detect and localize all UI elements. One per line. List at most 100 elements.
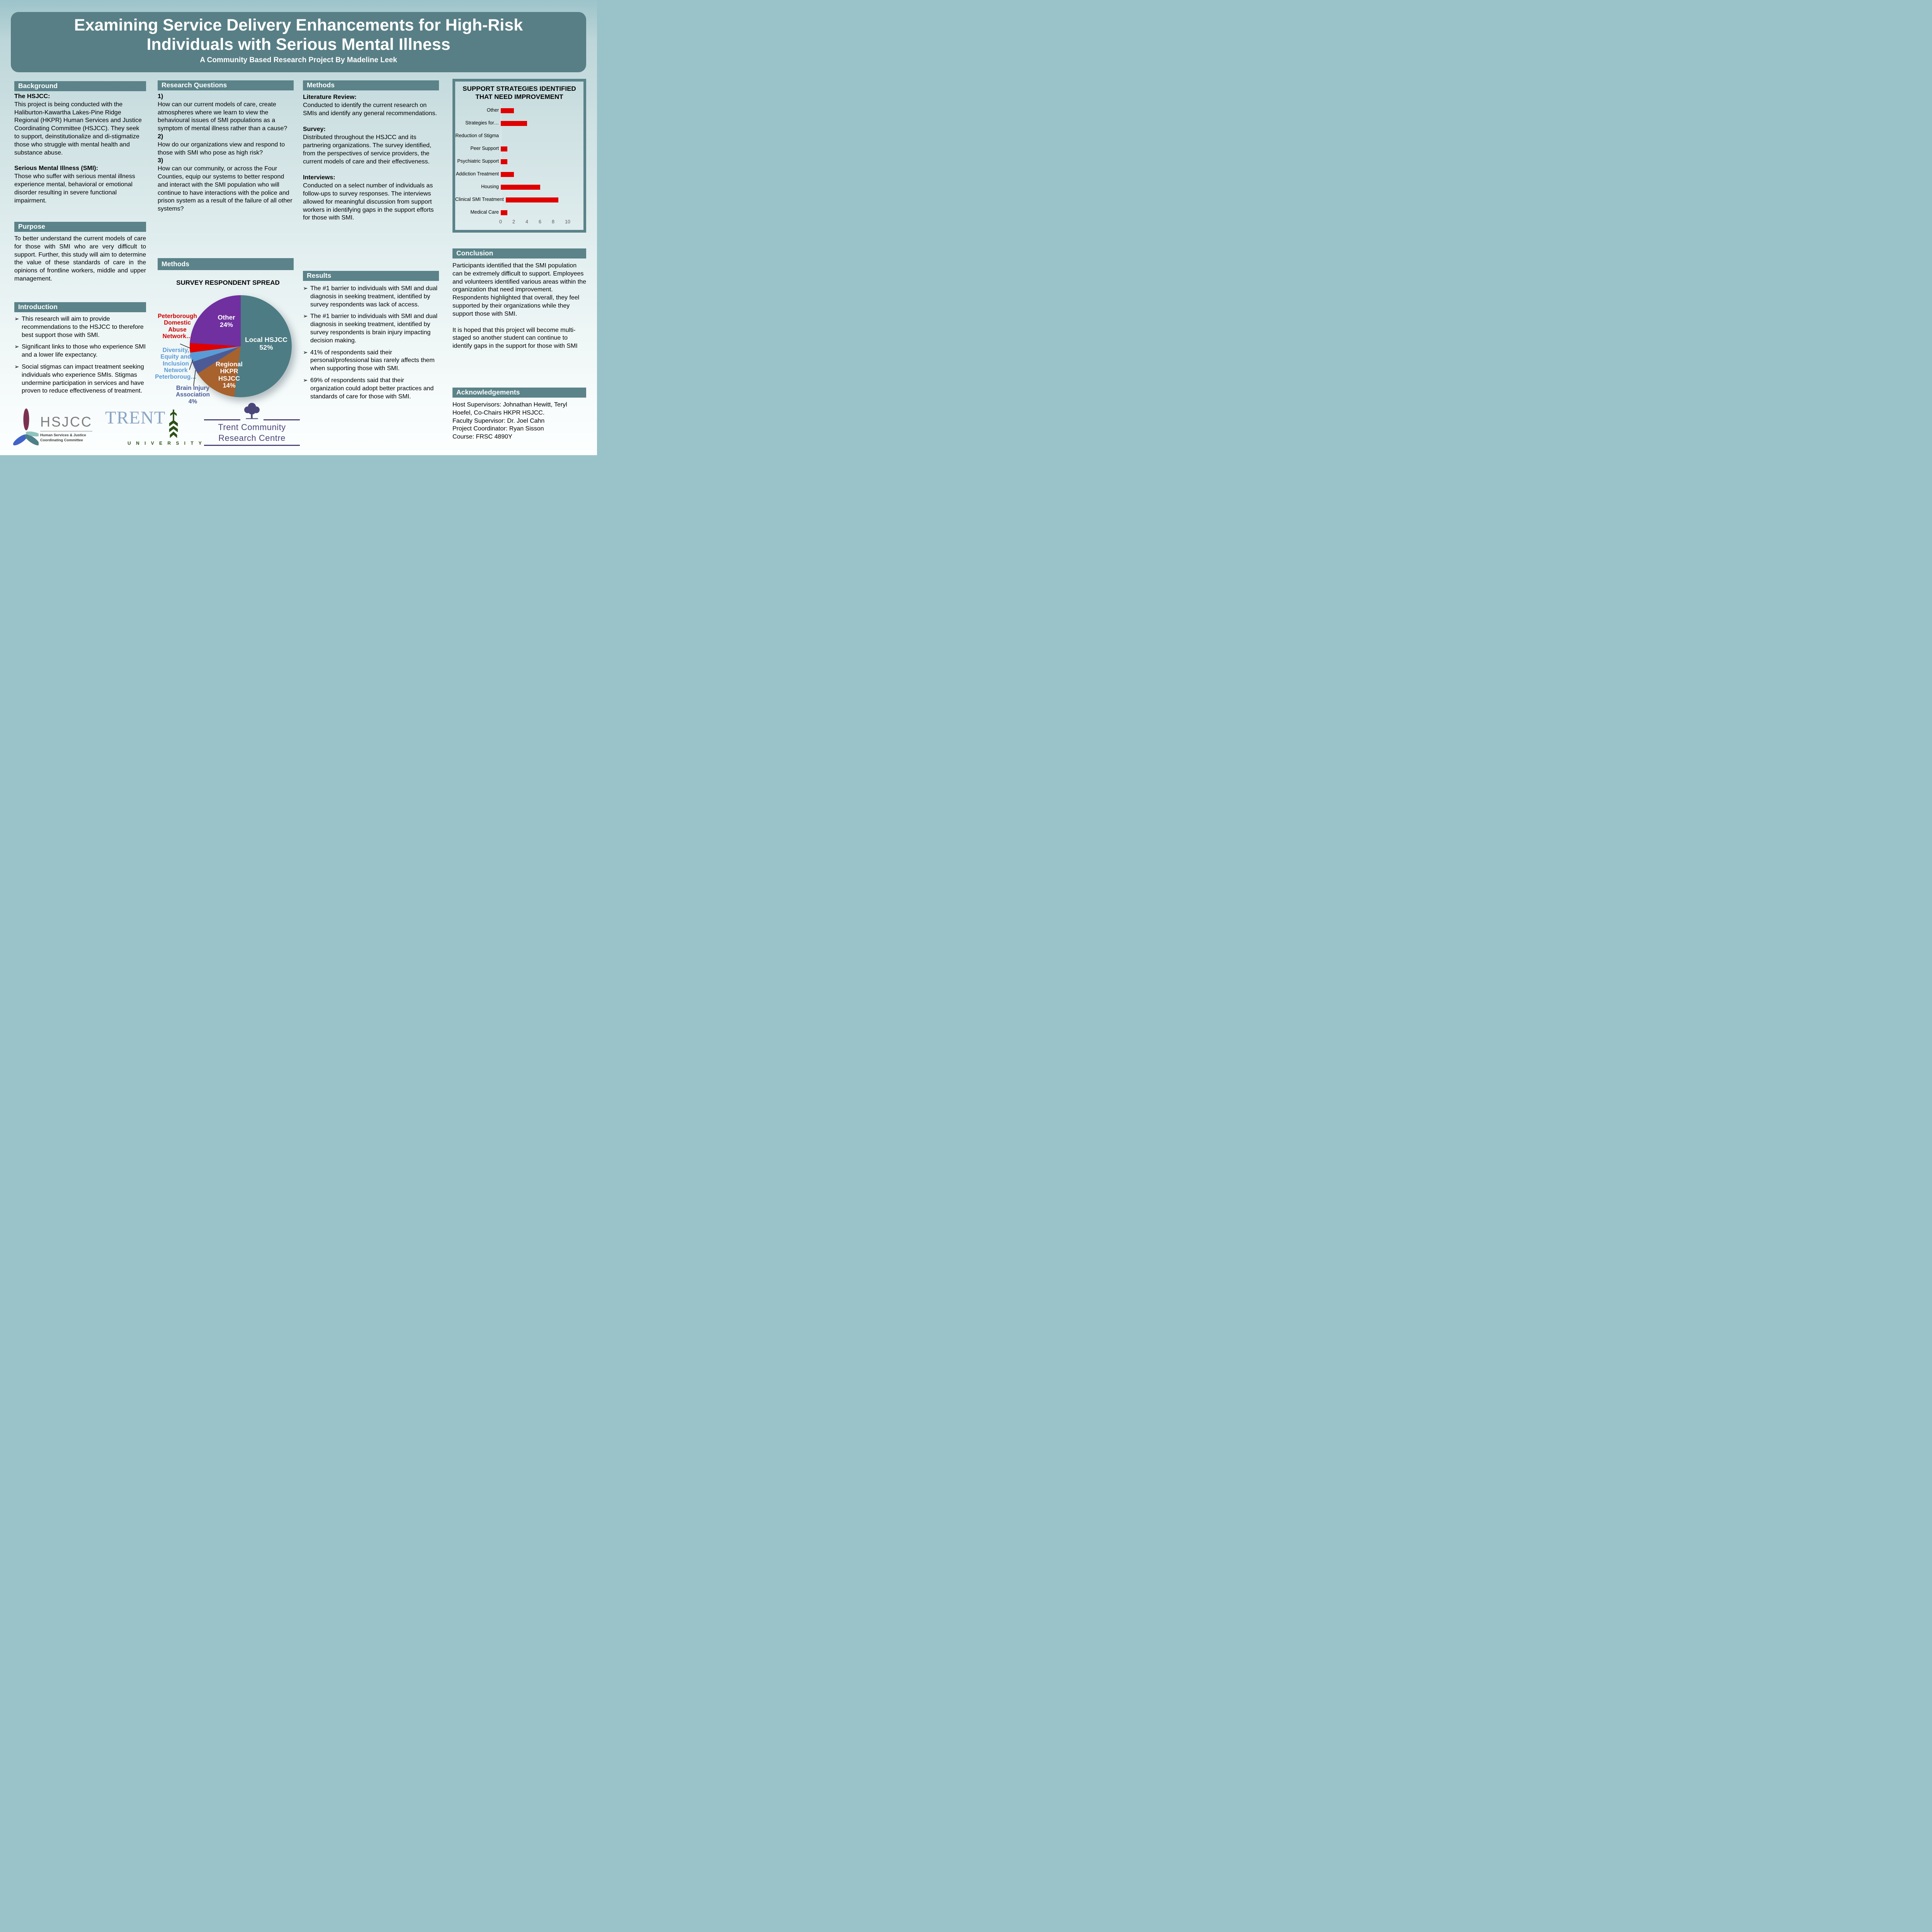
bar-track	[501, 134, 566, 139]
pie-label-peterborough-domestic-abuse: Peterborough Domestic Abuse Network…	[158, 313, 197, 340]
trent-community-research-centre-logo: Trent Community Research Centre	[204, 401, 300, 454]
methods-section: Interviews: Conducted on a select number …	[303, 174, 439, 222]
tcrc-tree-icon	[244, 403, 260, 419]
bullet-arrow-icon: ➢	[303, 349, 308, 356]
results-bullet-item: ➢ 69% of respondents said that their orga…	[303, 377, 439, 401]
tcrc-name-line1: Trent Community	[218, 422, 286, 432]
conclusion-paragraph: It is hoped that this project will becom…	[452, 327, 578, 350]
bar-category-label: Strategies for…	[465, 120, 499, 126]
acknowledgements-header: Acknowledgements	[452, 388, 586, 398]
spacer	[14, 157, 146, 165]
bar-fill	[501, 121, 527, 126]
smi-label: Serious Mental Illness (SMI):	[14, 165, 98, 172]
introduction-bullet-text: This research will aim to provide recomm…	[22, 316, 144, 338]
research-poster: Examining Service Delivery Enhancements …	[0, 0, 597, 455]
research-question-text: How can our current models of care, crea…	[158, 101, 287, 132]
acknowledgements-text: Host Supervisors: Johnathan Hewitt, Tery…	[452, 401, 586, 441]
results-bullet-text: The #1 barrier to individuals with SMI a…	[310, 313, 438, 344]
methods-section-label: Survey:	[303, 126, 326, 133]
conclusion-paragraph: Participants identified that the SMI pop…	[452, 262, 586, 317]
pie-leader-line	[180, 344, 190, 349]
bar-track	[505, 197, 571, 202]
purpose-text: To better understand the current models …	[14, 235, 146, 282]
bar-category-label: Clinical SMI Treatment	[455, 197, 504, 202]
research-question-text: How do our organizations view and respon…	[158, 141, 285, 156]
support-strategies-chart-panel: SUPPORT STRATEGIES IDENTIFIED THAT NEED …	[452, 79, 586, 233]
bar-axis-tick: 2	[512, 219, 515, 224]
bar-track	[501, 146, 566, 151]
bar-fill	[505, 197, 558, 202]
hsjcc-logo: HSJCC Human Services & Justice Coordinat…	[13, 405, 105, 452]
trent-logo-wordmark: TRENT	[105, 408, 166, 428]
introduction-bullet-item: ➢ This research will aim to provide recom…	[14, 315, 146, 339]
bar-fill	[501, 210, 507, 215]
bar-track	[501, 159, 566, 164]
research-question-number: 3)	[158, 157, 163, 164]
hsjcc-logo-abbr: HSJCC	[40, 414, 93, 432]
bar-track	[501, 210, 566, 215]
conclusion-header: Conclusion	[452, 248, 586, 259]
bar-chart-title: SUPPORT STRATEGIES IDENTIFIED THAT NEED …	[463, 85, 576, 101]
purpose-header: Purpose	[14, 222, 146, 232]
bar-axis-tick: 8	[552, 219, 554, 224]
pie-leader-line	[193, 370, 196, 386]
results-bullet-text: 69% of respondents said that their organ…	[310, 377, 434, 400]
bar-category-label: Medical Care	[470, 209, 499, 215]
trent-tree-icon	[169, 409, 178, 438]
pie-leader-lines	[180, 344, 196, 386]
title-banner: Examining Service Delivery Enhancements …	[11, 12, 586, 72]
bar-chart-rows: Other Strategies for… Reduction of Stigma P…	[455, 104, 583, 219]
acknowledgement-line: Project Coordinator: Ryan Sisson	[452, 425, 544, 432]
bar-category-label: Addiction Treatment	[456, 171, 499, 177]
bar-axis-tick: 0	[499, 219, 502, 224]
introduction-bullet-text: Social stigmas can impact treatment seek…	[22, 363, 144, 395]
pie-label-diversity-equity-inclusion: Diversity, Equity and Inclusion Network …	[155, 347, 197, 381]
methods-section: Literature Review: Conducted to identify …	[303, 94, 439, 117]
pie-label-other: Other 24%	[218, 314, 235, 329]
research-question-number: 1)	[158, 93, 163, 100]
pie-leader-line	[189, 359, 193, 370]
bar-track	[501, 172, 566, 177]
bullet-arrow-icon: ➢	[303, 313, 308, 320]
research-question-text: How can our community, or across the Fou…	[158, 165, 293, 213]
bar-fill	[501, 108, 514, 113]
conclusion-text: Participants identified that the SMI pop…	[452, 262, 586, 359]
introduction-bullet-text: Significant links to those who experienc…	[22, 344, 146, 359]
bar-category-label: Psychiatric Support	[457, 158, 499, 164]
pie-label-brain-injury-association: Brain Injury Association 4%	[176, 385, 210, 405]
bar-fill	[501, 184, 540, 190]
poster-title: Examining Service Delivery Enhancements …	[74, 16, 523, 54]
pie-label-local-hsjcc: Local HSJCC 52%	[245, 336, 287, 351]
results-header: Results	[303, 271, 439, 281]
acknowledgement-line: Host Supervisors: Johnathan Hewitt, Tery…	[452, 401, 567, 416]
bullet-arrow-icon: ➢	[303, 377, 308, 384]
research-question-number: 2)	[158, 133, 163, 140]
tcrc-underline	[204, 445, 300, 446]
acknowledgement-line: Faculty Supervisor: Dr. Joel Cahn	[452, 417, 545, 424]
poster-subtitle: A Community Based Research Project By Ma…	[200, 56, 397, 64]
bar-row: Housing	[455, 181, 583, 194]
survey-respondent-pie-chart: Local HSJCC 52% Regional HKPR HSJCC 14% …	[155, 290, 300, 417]
bar-row: Psychiatric Support	[455, 155, 583, 168]
bullet-arrow-icon: ➢	[14, 344, 19, 350]
bar-axis-tick: 10	[565, 219, 570, 224]
hsjcc-flower-icon	[13, 408, 39, 446]
pie-chart-title: SURVEY RESPONDENT SPREAD	[176, 279, 280, 286]
bar-fill	[501, 172, 514, 177]
methods-sections: Literature Review: Conducted to identify …	[303, 94, 439, 230]
research-questions-header: Research Questions	[158, 80, 294, 91]
methods-section-text: Conducted on a select number of individu…	[303, 182, 434, 221]
smi-paragraph: Those who suffer with serious mental ill…	[14, 173, 135, 204]
bullet-arrow-icon: ➢	[303, 285, 308, 292]
bar-category-label: Other	[486, 107, 499, 113]
trent-logo-subtext: U N I V E R S I T Y	[128, 440, 204, 446]
bar-row: Strategies for…	[455, 117, 583, 130]
bar-row: Clinical SMI Treatment	[455, 194, 583, 206]
hsjcc-tagline-line1: Human Services & Justice	[40, 433, 86, 438]
results-bullet-item: ➢ 41% of respondents said their personal/…	[303, 349, 439, 373]
bar-category-label: Reduction of Stigma	[455, 133, 499, 139]
introduction-bullet-item: ➢ Social stigmas can impact treatment see…	[14, 363, 146, 395]
methods-section-text: Distributed throughout the HSJCC and its…	[303, 134, 432, 165]
tcrc-name-line2: Research Centre	[218, 433, 286, 443]
background-header: Background	[14, 81, 146, 92]
